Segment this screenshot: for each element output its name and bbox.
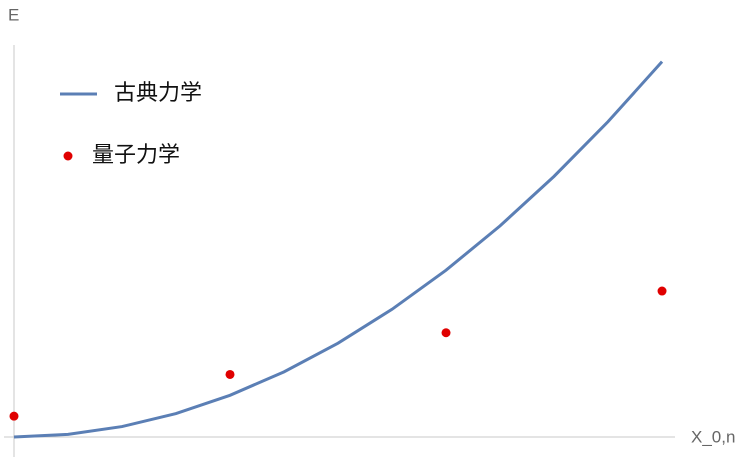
scatter-point (225, 369, 235, 379)
legend-text: 量子力学 (92, 142, 180, 167)
x-axis-label: X_0,n (691, 427, 735, 446)
y-axis-label: E (8, 5, 19, 24)
line-series (13, 60, 664, 439)
scatter-point (657, 286, 667, 296)
scatter-point (441, 328, 451, 338)
scatter-point (9, 411, 19, 421)
legend-text: 古典力学 (114, 80, 202, 105)
legend-swatch (63, 151, 73, 161)
